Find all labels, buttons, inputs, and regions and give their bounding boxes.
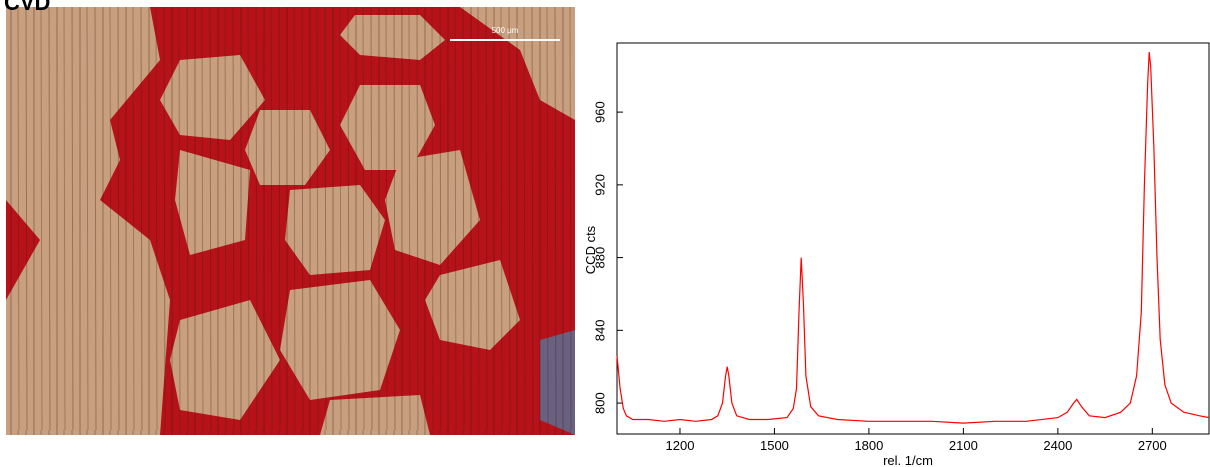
x-tick-label: 2700 <box>1138 438 1167 453</box>
x-tick-label: 2400 <box>1043 438 1072 453</box>
y-tick-label: 800 <box>592 392 607 414</box>
x-tick-label: 1200 <box>666 438 695 453</box>
micrograph: 500 μm <box>6 7 575 435</box>
x-tick-label: 1800 <box>854 438 883 453</box>
y-tick-label: 880 <box>592 247 607 269</box>
x-axis-label: rel. 1/cm <box>883 453 933 467</box>
y-axis-label: CCD cts <box>583 225 598 274</box>
scale-bar-label: 500 μm <box>492 26 519 35</box>
spectrum-chart: 1200 1500 1800 2100 2400 2700 800 840 880 920 960 r… <box>583 42 1210 467</box>
x-tick-label: 1500 <box>760 438 789 453</box>
x-tick-label: 2100 <box>949 438 978 453</box>
y-tick-label: 840 <box>592 319 607 341</box>
y-tick-label: 960 <box>592 101 607 123</box>
plot-frame <box>616 42 1210 435</box>
figure-label: CVD <box>4 0 50 15</box>
y-tick-label: 920 <box>592 174 607 196</box>
spectrum-line <box>616 52 1210 424</box>
